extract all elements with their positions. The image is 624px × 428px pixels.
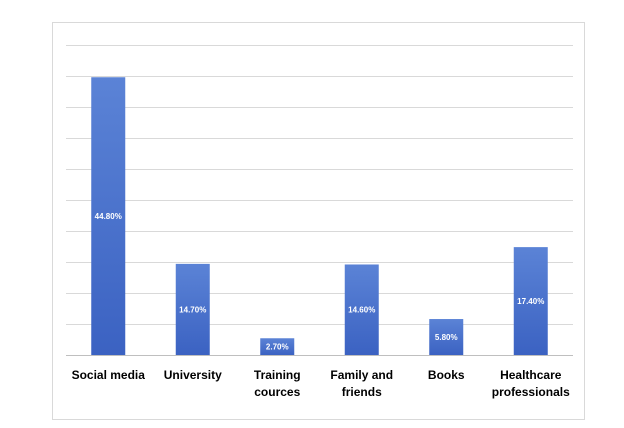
data-label-0: 44.80% (95, 212, 122, 221)
data-labels: 44.80% 14.70% 2.70% 14.60% 5.80% 17.40% (95, 212, 545, 352)
bar-4 (429, 319, 464, 355)
category-label-2: Training cources (254, 368, 301, 399)
data-label-4: 5.80% (435, 333, 458, 342)
category-label-0: Social media (72, 368, 146, 382)
bar-3 (344, 264, 379, 355)
category-label-1: University (164, 368, 222, 382)
gridlines (66, 45, 573, 356)
bar-chart: 44.80% 14.70% 2.70% 14.60% 5.80% 17.40% Socia… (66, 45, 573, 399)
data-label-3: 14.60% (348, 306, 375, 315)
chart-frame: 44.80% 14.70% 2.70% 14.60% 5.80% 17.40% Socia… (52, 22, 585, 420)
bars (91, 77, 548, 356)
data-label-5: 17.40% (517, 297, 544, 306)
bar-2 (260, 338, 295, 355)
bar-0 (91, 77, 126, 356)
bar-5 (513, 247, 548, 355)
category-label-3: Family and friends (330, 368, 393, 399)
category-label-4: Books (428, 368, 465, 382)
category-labels: Social media University Training cources Fam… (72, 368, 571, 399)
bar-1 (175, 263, 210, 355)
data-label-2: 2.70% (266, 343, 289, 352)
data-label-1: 14.70% (179, 305, 206, 314)
category-label-5: Healthcare professionals (492, 368, 570, 399)
